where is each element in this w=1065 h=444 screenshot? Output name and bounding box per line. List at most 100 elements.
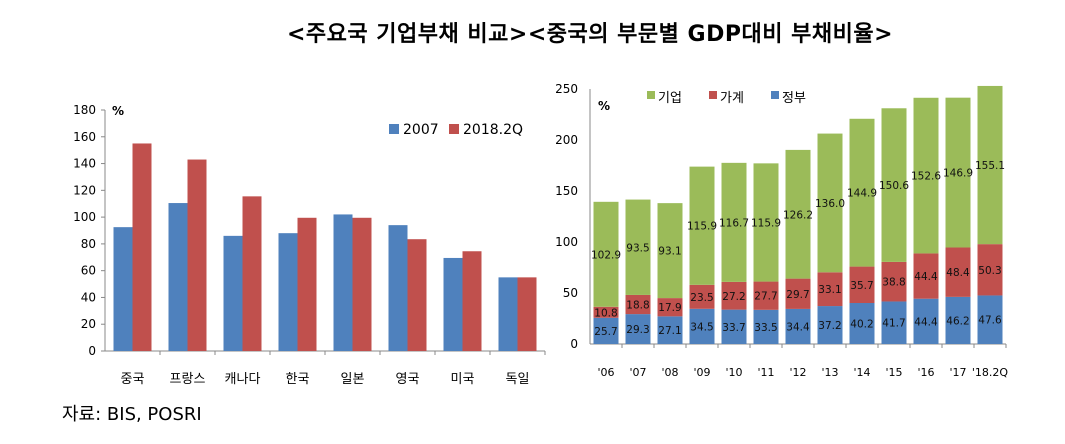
bar-정부-'12 (785, 308, 811, 344)
y-tick-label: 0 (88, 344, 96, 358)
bar-2007-독일 (498, 277, 518, 351)
y-tick-label: 50 (563, 286, 578, 300)
x-tick-label: '09 (693, 366, 710, 379)
data-label: 27.7 (754, 291, 777, 303)
x-tick-label: 중국 (121, 372, 145, 387)
bar-기업-'13 (817, 133, 843, 273)
bar-정부-'15 (881, 301, 907, 344)
legend-swatch (709, 91, 717, 99)
x-tick-label: '15 (885, 366, 902, 379)
x-tick-label: '07 (629, 366, 646, 379)
bar-가계-'17 (945, 247, 971, 297)
bar-2018.2Q-캐나다 (242, 196, 262, 351)
data-label: 29.7 (786, 289, 809, 301)
x-tick-label: '13 (821, 366, 838, 379)
y-tick-label: 180 (73, 103, 96, 117)
y-tick-label: 100 (73, 210, 96, 224)
bar-2018.2Q-프랑스 (187, 159, 207, 351)
data-label: 10.8 (594, 307, 617, 319)
data-label: 33.1 (818, 284, 841, 296)
data-label: 44.4 (914, 316, 938, 328)
data-label: 27.2 (722, 291, 745, 303)
bar-가계-'16 (913, 253, 939, 299)
data-label: 25.7 (594, 326, 617, 338)
data-label: 48.4 (946, 267, 970, 279)
legend-swatch (389, 124, 399, 134)
bar-가계-'08 (657, 298, 683, 317)
bar-가계-'09 (689, 284, 715, 309)
data-label: 152.6 (911, 171, 941, 183)
bar-기업-'15 (881, 108, 907, 262)
bar-정부-'13 (817, 306, 843, 344)
bar-기업-'14 (849, 118, 875, 267)
data-label: 37.2 (818, 320, 841, 332)
data-label: 33.7 (722, 322, 745, 334)
y-tick-label: 150 (555, 184, 578, 198)
x-tick-label: 영국 (396, 372, 420, 387)
x-tick-label: '08 (661, 366, 678, 379)
figure-title: <주요국 기업부채 비교><중국의 부문별 GDP대비 부채비율> (286, 22, 893, 47)
y-tick-label: 100 (555, 235, 578, 249)
x-tick-label: 캐나다 (225, 372, 261, 387)
x-tick-label: '12 (789, 366, 806, 379)
data-label: 146.9 (943, 168, 973, 180)
data-label: 144.9 (847, 188, 877, 200)
data-label: 115.9 (751, 217, 781, 229)
bar-2018.2Q-영국 (407, 239, 427, 351)
data-label: 155.1 (975, 160, 1005, 172)
bar-정부-'16 (913, 298, 939, 344)
bar-가계-'14 (849, 266, 875, 303)
bar-정부-'17 (945, 296, 971, 344)
bar-기업-'17 (945, 97, 971, 248)
data-label: 44.4 (914, 271, 938, 283)
bar-기업-'18.2Q (977, 85, 1003, 245)
y-tick-label: 250 (555, 82, 578, 96)
bar-가계-'11 (753, 281, 779, 310)
bar-정부-'07 (625, 314, 651, 344)
x-tick-label: '17 (949, 366, 966, 379)
bar-2018.2Q-미국 (462, 251, 482, 351)
data-label: 38.8 (882, 277, 905, 289)
bar-2007-캐나다 (223, 235, 243, 351)
y-tick-label: 20 (81, 317, 96, 331)
data-label: 33.5 (754, 322, 777, 334)
y-tick-label: 200 (555, 133, 578, 147)
bar-가계-'12 (785, 278, 811, 309)
bar-가계-'06 (593, 306, 619, 318)
bar-2007-일본 (333, 214, 353, 351)
x-tick-label: 프랑스 (170, 372, 206, 387)
x-tick-label: 독일 (506, 372, 530, 387)
bar-정부-'09 (689, 308, 715, 344)
data-label: 116.7 (719, 217, 749, 229)
bar-기업-'08 (657, 203, 683, 299)
bar-가계-'13 (817, 272, 843, 307)
data-label: 150.6 (879, 180, 909, 192)
bar-2007-중국 (113, 227, 133, 351)
bar-정부-'08 (657, 316, 683, 344)
data-label: 27.1 (658, 325, 681, 337)
data-label: 17.9 (658, 302, 681, 314)
bar-기업-'09 (689, 166, 715, 285)
legend-label: 2007 (403, 122, 439, 138)
x-tick-label: '16 (917, 366, 934, 379)
data-label: 93.1 (658, 246, 681, 258)
bar-정부-'06 (593, 317, 619, 344)
x-tick-label: '18.2Q (972, 366, 1009, 379)
data-label: 35.7 (850, 280, 873, 292)
y-tick-label: 120 (73, 183, 96, 197)
legend-swatch (449, 124, 459, 134)
bar-2018.2Q-중국 (132, 143, 152, 351)
legend-label: 정부 (782, 91, 806, 106)
y-tick-label: 140 (73, 157, 96, 171)
data-label: 102.9 (591, 249, 621, 261)
bar-2018.2Q-독일 (517, 277, 537, 351)
y-tick-label: 160 (73, 130, 96, 144)
bar-기업-'06 (593, 201, 619, 307)
legend-label: 가계 (720, 91, 744, 106)
data-label: 136.0 (815, 198, 845, 210)
bar-가계-'07 (625, 294, 651, 315)
bar-가계-'10 (721, 281, 747, 310)
unit-label: % (598, 99, 610, 113)
data-label: 47.6 (978, 315, 1002, 327)
